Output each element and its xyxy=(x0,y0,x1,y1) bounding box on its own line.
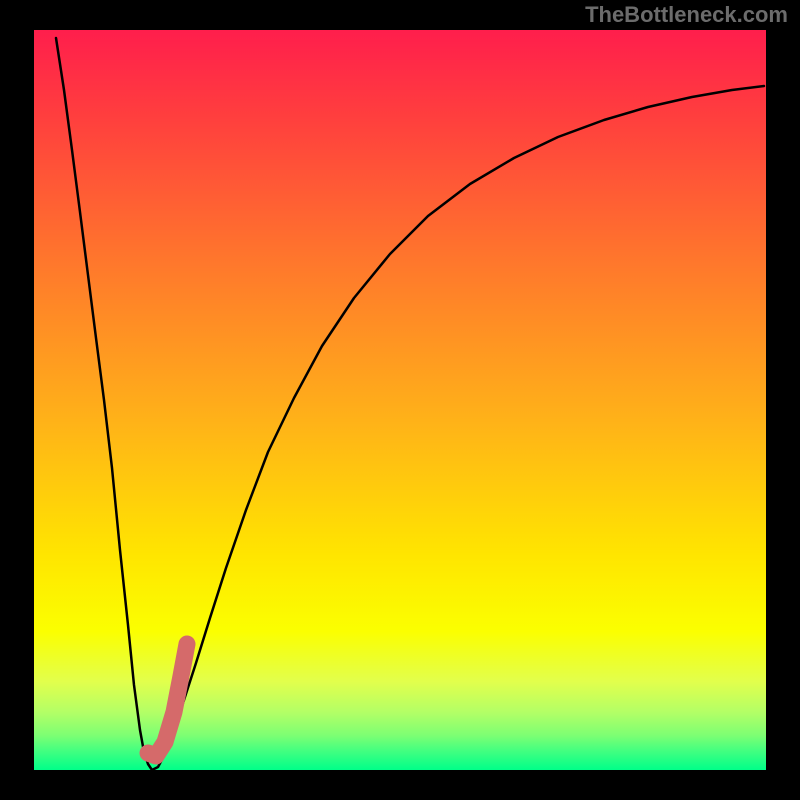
bottleneck-curve xyxy=(56,38,764,770)
pink-j-marker xyxy=(148,644,187,756)
curve-layer xyxy=(0,0,800,800)
bottleneck-chart-image: TheBottleneck.com xyxy=(0,0,800,800)
